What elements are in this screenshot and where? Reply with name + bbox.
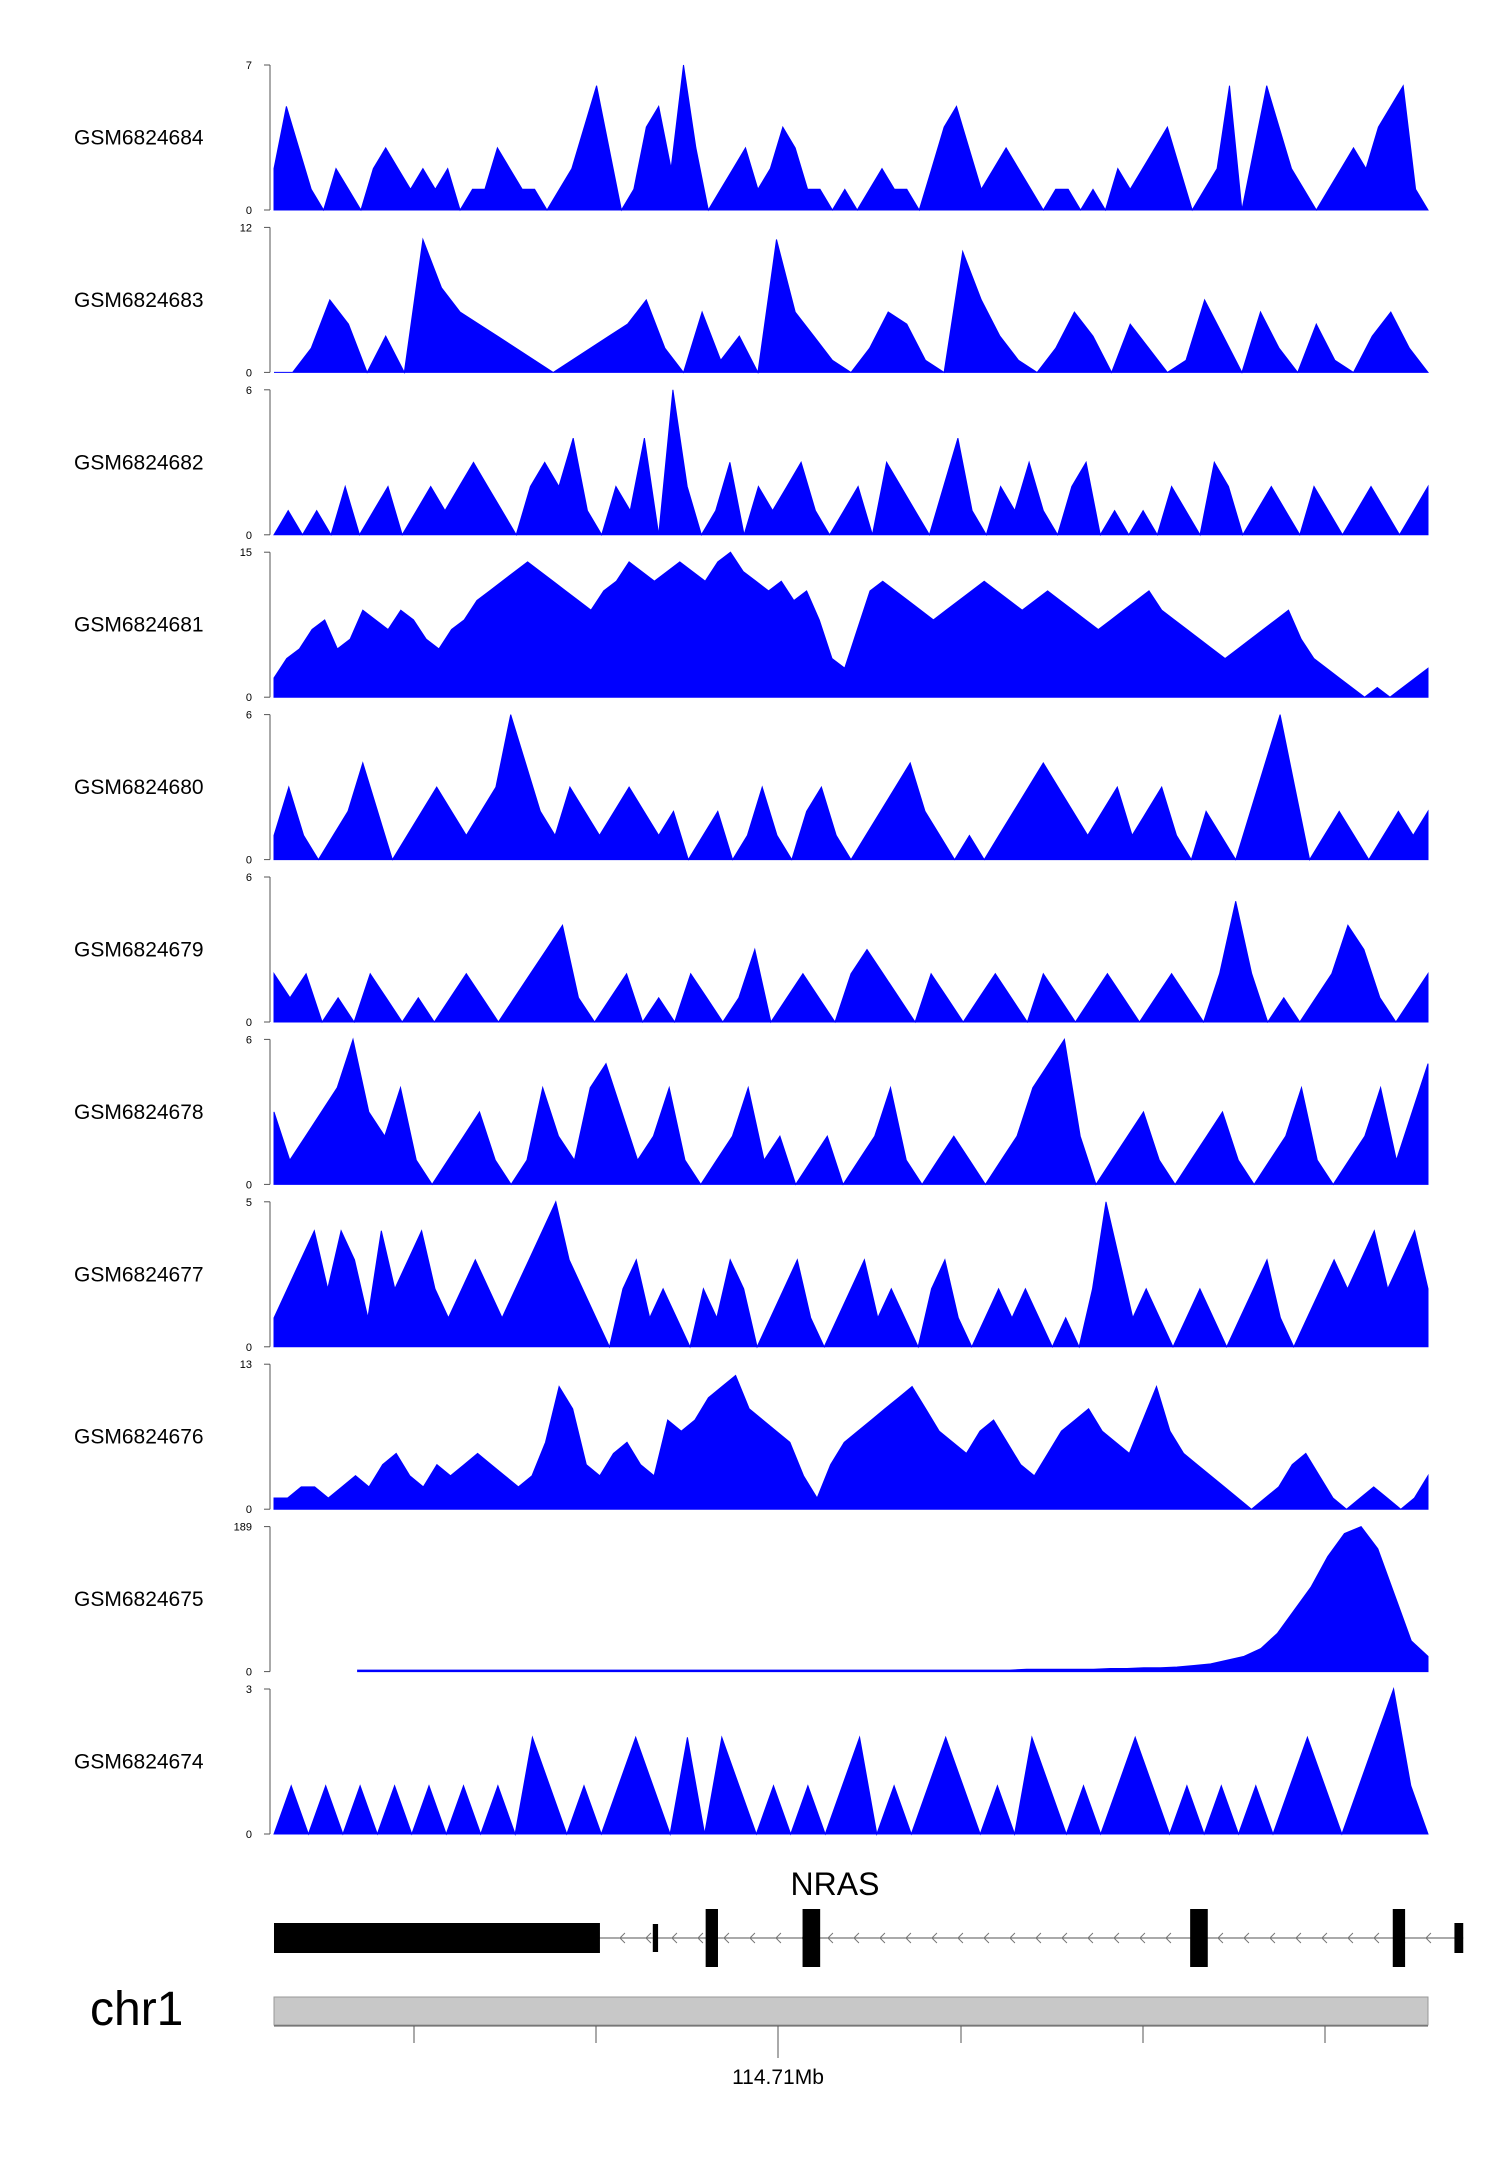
track-label: GSM6824680 <box>74 776 204 799</box>
track-GSM6824676: GSM6824676 13 0 <box>74 1359 1429 1516</box>
coverage-area <box>273 1200 1429 1349</box>
track-GSM6824684: GSM6824684 7 0 <box>74 60 1429 217</box>
exon-block <box>802 1909 821 1967</box>
y-tick-label-min: 0 <box>246 1017 252 1029</box>
coverage-area <box>273 551 1429 698</box>
gene-track: NRAS <box>274 1866 1464 1967</box>
y-tick-label-max: 6 <box>246 1034 252 1046</box>
coverage-area <box>273 1374 1429 1510</box>
track-label: GSM6824684 <box>74 127 204 150</box>
strand-arrow <box>775 1932 782 1944</box>
strand-arrow <box>1113 1932 1120 1944</box>
y-tick-label-max: 6 <box>246 385 252 397</box>
genome-major-tick-label: 114.71Mb <box>732 2066 824 2089</box>
track-label: GSM6824683 <box>74 289 204 312</box>
y-tick-label-max: 6 <box>246 872 252 884</box>
track-GSM6824680: GSM6824680 6 0 <box>74 710 1429 867</box>
track-label: GSM6824681 <box>74 614 204 637</box>
y-tick-label-max: 3 <box>246 1684 252 1696</box>
strand-arrow <box>1295 1932 1302 1944</box>
chromosome-label: chr1 <box>90 1983 183 2036</box>
y-tick-label-min: 0 <box>246 1342 252 1354</box>
strand-arrow <box>1009 1932 1016 1944</box>
y-tick-label-max: 15 <box>240 547 252 559</box>
strand-arrow <box>671 1932 678 1944</box>
y-tick-label-min: 0 <box>246 205 252 217</box>
strand-arrow <box>957 1932 964 1944</box>
track-GSM6824678: GSM6824678 6 0 <box>74 1034 1429 1191</box>
coverage-area <box>357 1525 1429 1673</box>
exon-block <box>1392 1909 1406 1967</box>
y-tick-label-max: 6 <box>246 710 252 722</box>
track-GSM6824674: GSM6824674 3 0 <box>74 1684 1429 1841</box>
coverage-area <box>273 64 1429 212</box>
strand-arrow <box>1347 1932 1354 1944</box>
y-tick-label-max: 13 <box>240 1359 252 1371</box>
track-label: GSM6824676 <box>74 1426 204 1449</box>
y-tick-label-min: 0 <box>246 530 252 542</box>
chromosome-ideogram-bar <box>273 1996 1429 2026</box>
track-label: GSM6824679 <box>74 939 204 962</box>
y-tick-label-min: 0 <box>246 1504 252 1516</box>
strand-arrow <box>827 1932 834 1944</box>
strand-arrow <box>723 1932 730 1944</box>
y-tick-label-min: 0 <box>246 1179 252 1191</box>
strand-arrow <box>879 1932 886 1944</box>
y-tick-label-min: 0 <box>246 1667 252 1679</box>
y-tick-label-max: 7 <box>246 60 252 72</box>
exon-block <box>274 1923 600 1953</box>
track-GSM6824682: GSM6824682 6 0 <box>74 385 1429 542</box>
tracks-group: GSM682468470GSM6824683120GSM682468260GSM… <box>74 60 1430 1841</box>
y-tick-label-min: 0 <box>246 855 252 867</box>
track-label: GSM6824675 <box>74 1588 204 1611</box>
y-tick-label-min: 0 <box>246 1829 252 1841</box>
track-GSM6824675: GSM6824675 189 0 <box>74 1522 1429 1679</box>
strand-arrow <box>853 1932 860 1944</box>
strand-arrow <box>1243 1932 1250 1944</box>
track-GSM6824679: GSM6824679 6 0 <box>74 872 1429 1029</box>
strand-arrow <box>619 1932 626 1944</box>
y-tick-label-min: 0 <box>246 692 252 704</box>
coverage-area <box>273 1687 1429 1836</box>
strand-arrow <box>749 1932 756 1944</box>
exon-block <box>705 1909 718 1967</box>
strand-arrow <box>1165 1932 1172 1944</box>
strand-arrow <box>1425 1932 1432 1944</box>
track-label: GSM6824682 <box>74 451 204 474</box>
strand-arrow <box>1087 1932 1094 1944</box>
coverage-area <box>273 714 1429 861</box>
strand-arrow <box>1061 1932 1068 1944</box>
track-GSM6824683: GSM6824683 12 0 <box>74 222 1430 379</box>
y-tick-label-max: 189 <box>234 1522 252 1534</box>
track-label: GSM6824674 <box>74 1751 204 1774</box>
y-tick-label-min: 0 <box>246 367 252 379</box>
y-tick-label-max: 5 <box>246 1197 252 1209</box>
track-GSM6824677: GSM6824677 5 0 <box>74 1197 1429 1354</box>
exon-block <box>1190 1909 1208 1967</box>
exon-block <box>1454 1923 1464 1953</box>
strand-arrow <box>1373 1932 1380 1944</box>
strand-arrow <box>645 1932 652 1944</box>
strand-arrow <box>1321 1932 1328 1944</box>
gene-name-label: NRAS <box>791 1866 880 1902</box>
strand-arrow <box>983 1932 990 1944</box>
track-label: GSM6824678 <box>74 1101 204 1124</box>
track-GSM6824681: GSM6824681 15 0 <box>74 547 1429 704</box>
strand-arrow <box>697 1932 704 1944</box>
genome-axis-track: chr1 114.71Mb <box>90 1983 1429 2089</box>
strand-arrow <box>905 1932 912 1944</box>
coverage-area <box>273 389 1429 537</box>
strand-arrow <box>1217 1932 1224 1944</box>
coverage-area <box>273 901 1429 1024</box>
exon-block <box>652 1924 659 1952</box>
strand-arrow <box>1035 1932 1042 1944</box>
strand-arrow <box>1139 1932 1146 1944</box>
y-tick-label-max: 12 <box>240 222 252 234</box>
coverage-area <box>274 237 1430 375</box>
strand-arrow <box>1269 1932 1276 1944</box>
coverage-area <box>273 1037 1429 1186</box>
track-label: GSM6824677 <box>74 1263 204 1286</box>
strand-arrow <box>931 1932 938 1944</box>
